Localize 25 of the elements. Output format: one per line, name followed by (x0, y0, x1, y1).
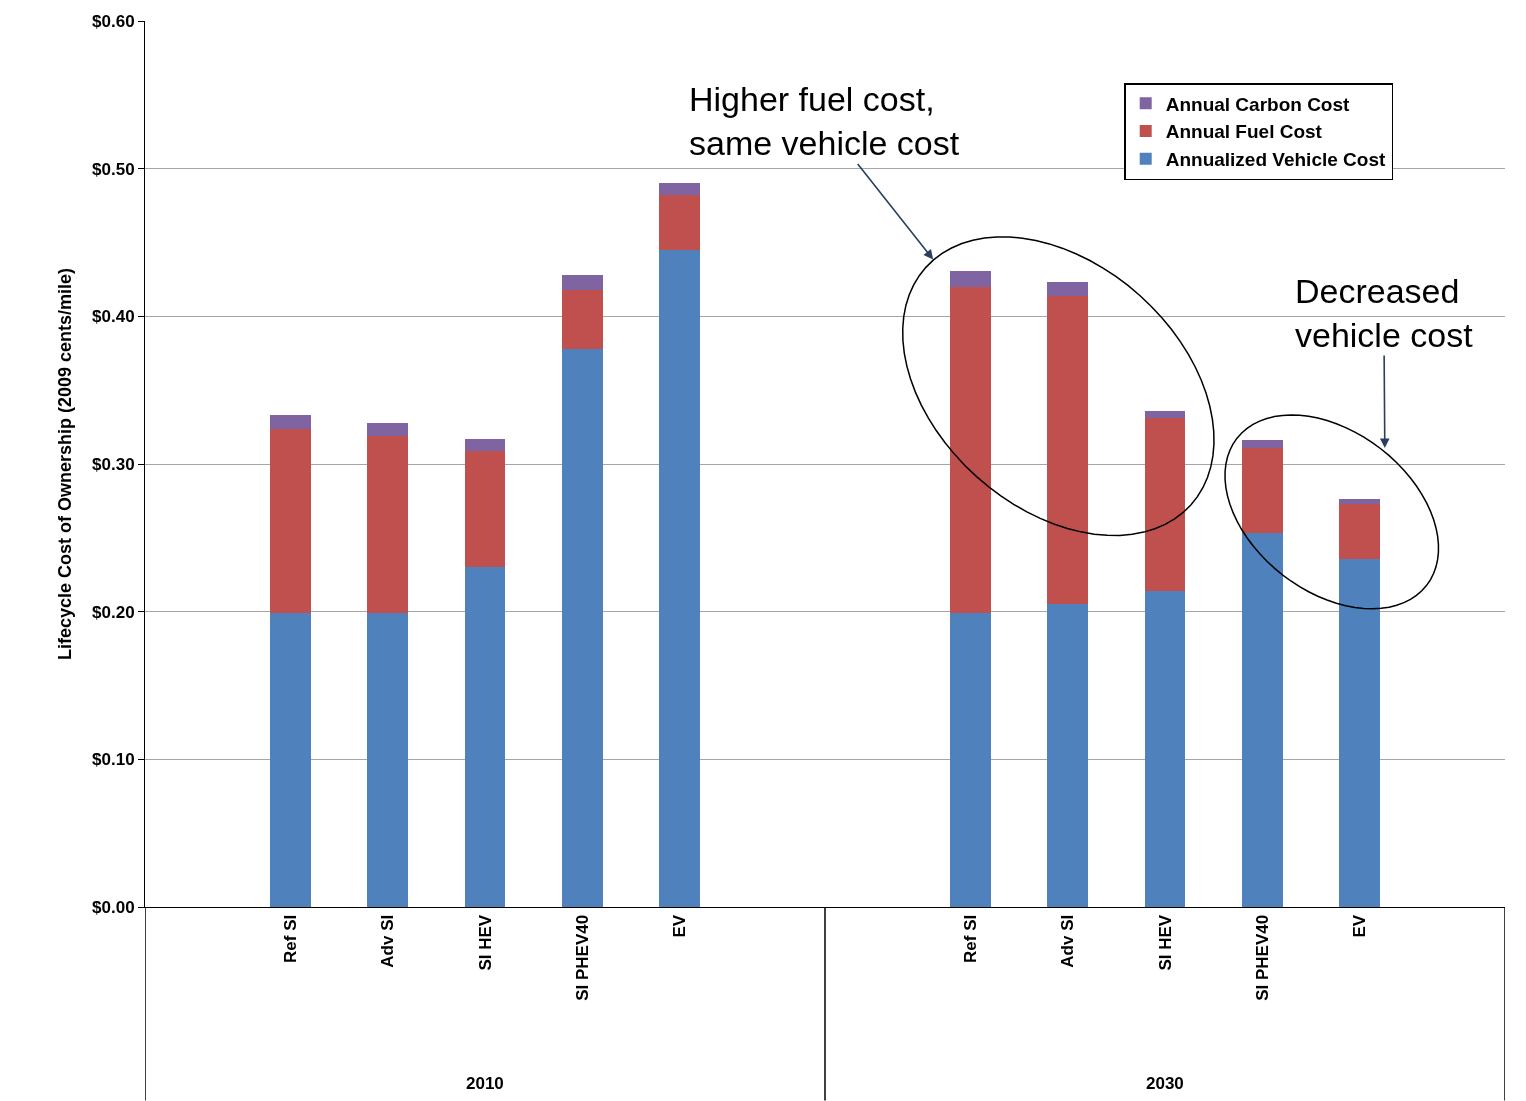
annotation: Higher fuel cost, same vehicle cost (689, 80, 960, 163)
y-tick-label: $0.40 (92, 307, 135, 327)
x-tick-label: Ref SI (281, 914, 301, 963)
y-tick-label: $0.00 (92, 897, 135, 917)
y-tick-label: $0.30 (92, 454, 135, 474)
legend-label: Annual Carbon Cost (1165, 93, 1351, 115)
legend-label: Annual Fuel Cost (1165, 121, 1323, 143)
x-tick-label: SI PHEV40 (572, 914, 592, 1001)
x-tick-label: Adv SI (378, 914, 398, 968)
annotation: Decreased vehicle cost (1295, 272, 1474, 355)
y-tick-label: $0.60 (92, 11, 135, 31)
x-tick-label: Adv SI (1058, 914, 1078, 968)
x-tick-label: SI PHEV40 (1252, 914, 1272, 1001)
y-tick-label: $0.50 (92, 159, 135, 179)
x-tick-label: SI HEV (475, 914, 495, 971)
legend-label: Annualized Vehicle Cost (1165, 149, 1386, 171)
y-axis-title: Lifecycle Cost of Ownership (2009 cents/mile) (55, 267, 76, 661)
x-tick-label: Ref SI (961, 914, 981, 963)
y-tick-label: $0.20 (92, 602, 135, 622)
y-tick-label: $0.10 (92, 750, 135, 770)
text: 2030 (1146, 1074, 1184, 1093)
x-tick-label: SI HEV (1155, 914, 1175, 971)
text: 2010 (466, 1074, 504, 1093)
x-tick-label: EV (1349, 914, 1369, 938)
x-tick-label: EV (669, 914, 689, 938)
